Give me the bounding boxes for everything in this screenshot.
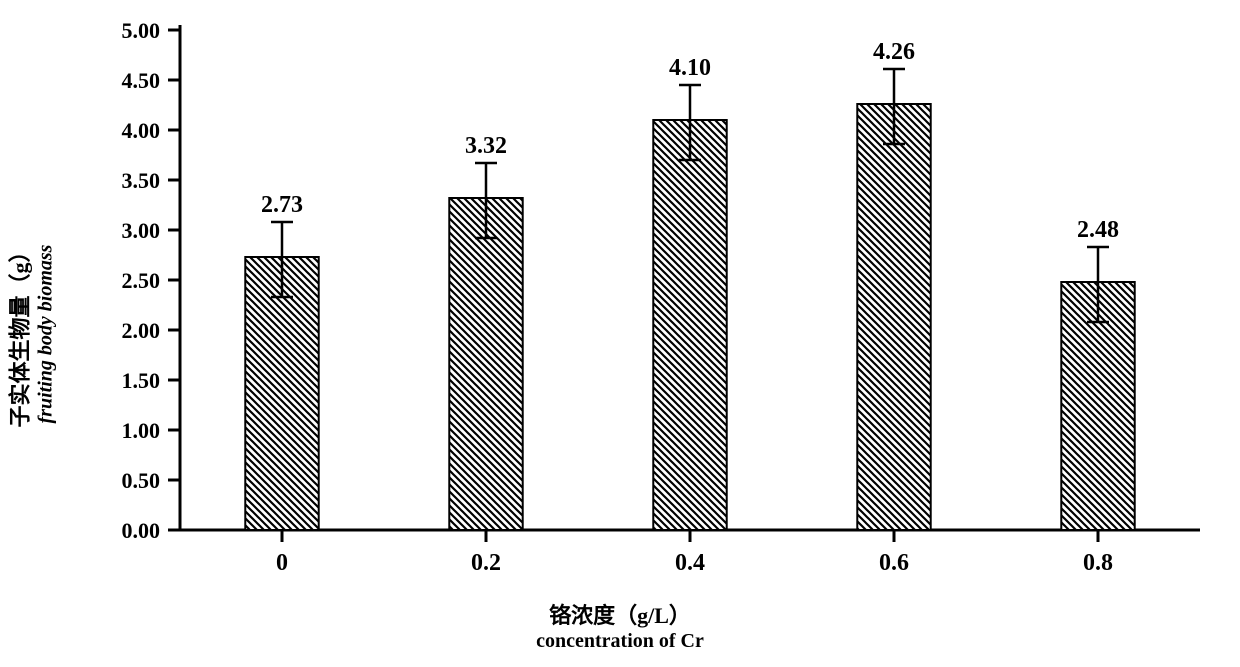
chart-container: 2.73 3.32 4.10 4.26 2.48 0.00 0.50 1.00 1.50 2.0… xyxy=(0,0,1240,667)
x-tick-label: 0.6 xyxy=(879,550,909,576)
y-tick-label: 3.50 xyxy=(122,168,161,193)
y-tick-label: 3.00 xyxy=(122,218,161,243)
y-tick-label: 0.00 xyxy=(122,518,161,543)
y-tick-label: 2.50 xyxy=(122,268,161,293)
y-tick-label: 0.50 xyxy=(122,468,161,493)
x-tick-label: 0.2 xyxy=(471,550,501,576)
y-axis-label-en: fruiting body biomass xyxy=(35,240,58,427)
bar-value-label: 4.26 xyxy=(873,39,915,65)
y-tick-label: 2.00 xyxy=(122,318,161,343)
y-axis-label-cn: 子实体生物量（g） xyxy=(3,240,35,427)
x-axis-label-en: concentration of Cr xyxy=(536,630,704,653)
x-tick-label: 0.4 xyxy=(675,550,705,576)
bar-value-label: 3.32 xyxy=(465,133,507,159)
y-tick-label: 4.00 xyxy=(122,118,161,143)
bar xyxy=(653,120,726,530)
x-tick-label: 0 xyxy=(276,550,288,576)
bar-value-label: 2.48 xyxy=(1077,217,1119,243)
y-tick-label: 1.00 xyxy=(122,418,161,443)
x-axis-label: 铬浓度（g/L） concentration of Cr xyxy=(536,598,704,653)
bar xyxy=(857,104,930,530)
x-axis-label-cn: 铬浓度（g/L） xyxy=(536,598,704,630)
y-tick-label: 5.00 xyxy=(122,18,161,43)
bar-chart: 2.73 3.32 4.10 4.26 2.48 0.00 0.50 1.00 1.50 2.0… xyxy=(0,0,1240,667)
y-tick-label: 4.50 xyxy=(122,68,161,93)
y-tick-label: 1.50 xyxy=(122,368,161,393)
bar xyxy=(449,198,522,530)
bar-value-label: 2.73 xyxy=(261,192,303,218)
bar-value-label: 4.10 xyxy=(669,55,711,81)
y-axis-label: 子实体生物量（g） fruiting body biomass xyxy=(3,240,58,427)
x-tick-label: 0.8 xyxy=(1083,550,1113,576)
